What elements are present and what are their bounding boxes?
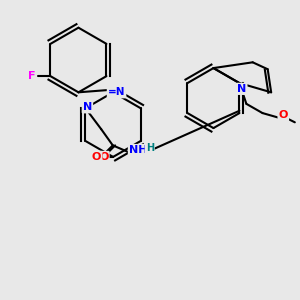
Text: H: H (146, 143, 154, 153)
Text: O: O (279, 110, 288, 120)
Text: N: N (237, 84, 246, 94)
Text: N: N (83, 102, 92, 112)
Text: F: F (28, 71, 36, 81)
Text: O: O (99, 152, 109, 162)
Text: O: O (92, 152, 101, 162)
Text: NH: NH (129, 145, 147, 155)
Text: =N: =N (108, 87, 125, 97)
